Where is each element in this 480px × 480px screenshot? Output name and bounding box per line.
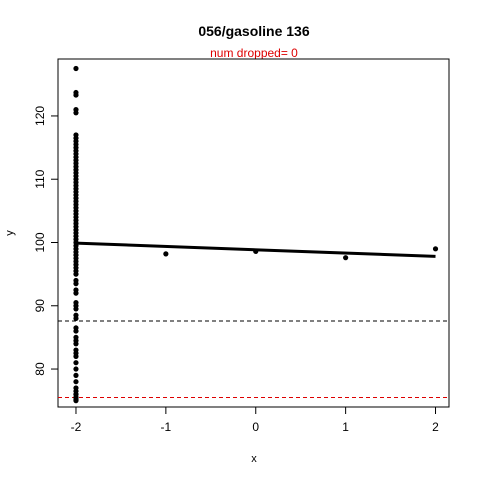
data-point (73, 92, 79, 98)
x-tick-label: 2 (432, 420, 439, 434)
data-point (73, 328, 79, 334)
y-tick-label: 120 (33, 106, 47, 126)
data-point (253, 248, 259, 254)
data-point (73, 391, 79, 397)
data-point (163, 251, 169, 257)
y-axis-label: y (4, 230, 16, 236)
y-tick-label: 80 (33, 362, 47, 376)
data-point (73, 341, 79, 347)
x-axis: -2 -1 0 1 2 (71, 406, 439, 434)
data-points (73, 65, 439, 404)
x-tick-label: -2 (71, 420, 82, 434)
y-tick-label: 100 (33, 232, 47, 252)
data-point (73, 271, 79, 277)
data-point (73, 315, 79, 322)
y-tick-label: 90 (33, 299, 47, 313)
chart-subtitle: num dropped= 0 (210, 46, 298, 60)
x-tick-label: 1 (342, 420, 349, 434)
data-point (73, 65, 79, 72)
y-axis: 80 90 100 110 120 (33, 106, 59, 376)
chart-title: 056/gasoline 136 (198, 23, 310, 39)
y-tick-label: 110 (33, 169, 47, 188)
x-axis-label: x (251, 453, 257, 465)
reference-lines (58, 320, 449, 399)
data-point (73, 290, 79, 296)
data-point (73, 281, 79, 287)
x-tick-label: 0 (252, 420, 259, 434)
plot-frame (57, 58, 450, 408)
data-point (73, 306, 79, 312)
data-point (432, 246, 439, 252)
data-point (73, 372, 79, 378)
data-point (73, 360, 79, 366)
x-tick-label: -1 (161, 420, 172, 434)
data-point (73, 353, 79, 359)
data-point (73, 366, 79, 372)
data-point (73, 379, 79, 385)
data-point (73, 110, 79, 116)
data-point (343, 255, 349, 261)
